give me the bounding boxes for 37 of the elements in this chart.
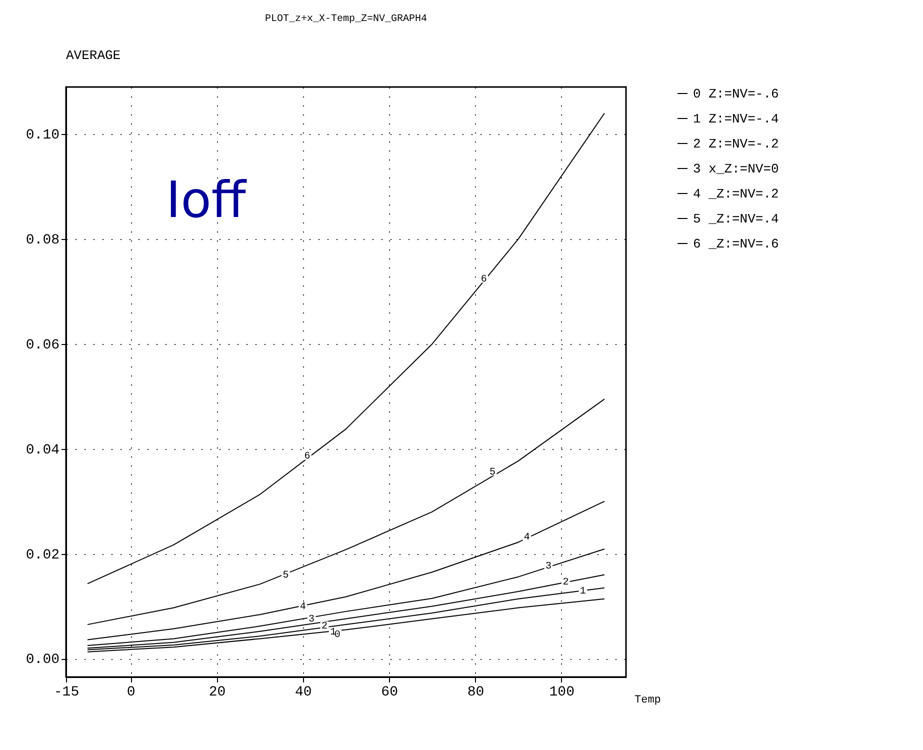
annotation: Ioff bbox=[166, 171, 248, 229]
x-tick-label: 40 bbox=[295, 684, 312, 700]
legend-label: 3 x_Z:=NV=0 bbox=[693, 162, 779, 176]
annotation: 3 bbox=[545, 561, 552, 572]
legend-label: 6 _Z:=NV=.6 bbox=[693, 236, 779, 252]
annotation: 0 bbox=[334, 630, 340, 641]
annotation: 5 bbox=[489, 467, 496, 478]
x-tick-label: -15 bbox=[54, 684, 80, 700]
annotation: 4 bbox=[524, 532, 530, 544]
x-axis-title: Temp bbox=[634, 694, 661, 706]
chart-title: PLOT_z+x_X-Temp_Z=NV_GRAPH4 bbox=[264, 14, 428, 25]
x-tick-label: 0 bbox=[126, 684, 136, 700]
annotation: 3 bbox=[308, 614, 315, 626]
y-tick-label: 0.00 bbox=[26, 652, 60, 668]
legend-label: 5 _Z:=NV=.4 bbox=[693, 212, 780, 226]
y-tick-label: 0.10 bbox=[26, 128, 60, 144]
annotation: 2 bbox=[562, 578, 569, 589]
legend-label: 0 Z:=NV=-.6 bbox=[693, 86, 779, 102]
y-tick-label: 0.02 bbox=[26, 547, 60, 564]
text: AVERAGE bbox=[66, 48, 121, 63]
legend-label: 1 Z:=NV=-.4 bbox=[693, 112, 780, 126]
annotation: 5 bbox=[282, 570, 289, 582]
annotation: 6 bbox=[480, 274, 487, 286]
annotation: 1 bbox=[330, 627, 336, 638]
y-tick-label: 0.04 bbox=[26, 442, 60, 458]
y-tick-label: 0.06 bbox=[26, 337, 60, 354]
legend-label: 2 Z:=NV=-.2 bbox=[693, 136, 779, 152]
annotation: 4 bbox=[300, 602, 306, 614]
legend-label: 4 _Z:=NV=.2 bbox=[693, 186, 779, 202]
y-tick-label: 0.08 bbox=[26, 232, 60, 249]
x-tick-label: 20 bbox=[208, 684, 226, 700]
annotation: 1 bbox=[580, 586, 586, 598]
annotation: 6 bbox=[304, 452, 310, 463]
x-tick-label: 100 bbox=[549, 684, 574, 700]
x-tick-label: 80 bbox=[467, 684, 484, 700]
annotation: 2 bbox=[321, 622, 328, 633]
x-tick-label: 60 bbox=[381, 684, 398, 700]
